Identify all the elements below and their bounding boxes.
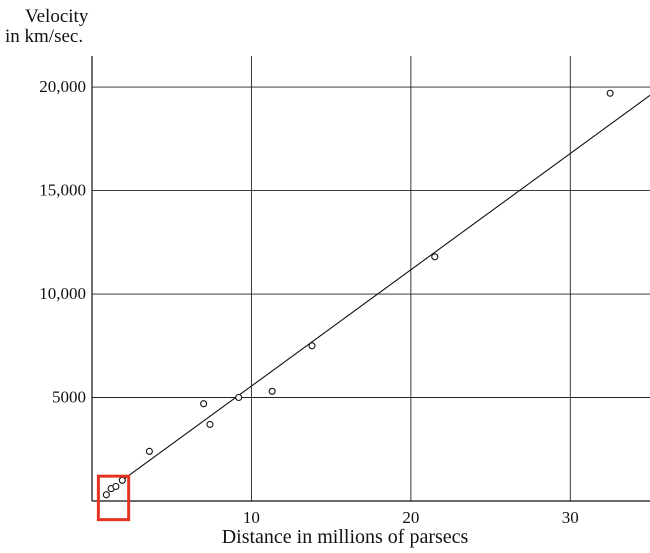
- fit-line-group: [121, 94, 650, 481]
- data-point: [145, 447, 153, 455]
- data-point: [431, 253, 439, 261]
- data-points: [102, 89, 614, 499]
- data-point: [102, 491, 110, 499]
- x-axis-label: Distance in millions of parsecs: [221, 526, 469, 548]
- highlight-box: [96, 474, 131, 522]
- y-axis-label-line-2: in km/sec.: [5, 26, 84, 47]
- data-point: [235, 393, 243, 402]
- y-tick-label: 5000: [52, 388, 86, 407]
- x-tick-labels: 10 20 30: [243, 508, 579, 527]
- x-tick-label: 20: [402, 508, 419, 527]
- y-tick-labels: 5000 10,000 15,000 20,000: [39, 77, 86, 406]
- data-point: [206, 420, 214, 428]
- grid-lines: [92, 56, 650, 501]
- data-point: [606, 89, 614, 97]
- axis-frame: [91, 56, 650, 502]
- y-axis-label-line-1: Velocity: [25, 6, 89, 27]
- regression-line: [121, 94, 650, 481]
- highlight-group: [96, 474, 131, 522]
- y-tick-label: 20,000: [39, 77, 86, 96]
- y-tick-label: 10,000: [39, 284, 86, 303]
- data-point: [308, 342, 316, 350]
- y-tick-label: 15,000: [39, 181, 86, 200]
- y-axis-label: Velocity in km/sec.: [5, 7, 88, 47]
- data-point: [118, 476, 126, 484]
- data-point: [112, 482, 120, 491]
- x-tick-label: 10: [243, 508, 260, 527]
- data-point: [268, 387, 276, 395]
- data-point: [200, 400, 208, 408]
- x-tick-label: 30: [562, 508, 579, 527]
